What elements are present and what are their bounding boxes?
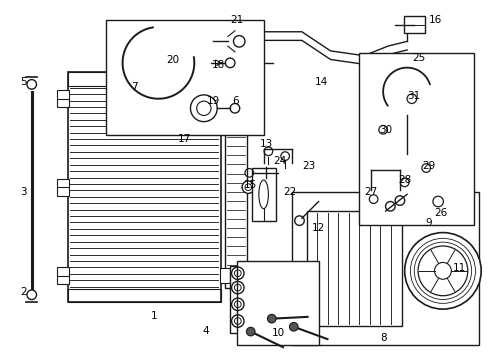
Text: 27: 27 — [364, 187, 377, 197]
Bar — [67, 72, 220, 302]
Text: 23: 23 — [302, 161, 315, 171]
Text: 6: 6 — [232, 96, 239, 106]
Text: 11: 11 — [452, 264, 466, 274]
Circle shape — [289, 323, 298, 331]
Bar — [67, 72, 220, 86]
Bar — [292, 192, 478, 345]
Text: 22: 22 — [283, 187, 296, 197]
Bar — [359, 53, 473, 225]
Text: 16: 16 — [428, 15, 442, 25]
Text: 26: 26 — [433, 208, 446, 219]
Text: 15: 15 — [243, 180, 256, 190]
Text: 10: 10 — [271, 328, 284, 338]
Text: 1: 1 — [150, 311, 157, 321]
Circle shape — [246, 327, 255, 336]
Text: 17: 17 — [178, 134, 191, 144]
Text: 8: 8 — [379, 333, 386, 343]
Text: 7: 7 — [131, 82, 138, 92]
Bar — [105, 20, 263, 135]
Bar — [237, 261, 318, 345]
Text: 24: 24 — [273, 156, 286, 166]
Text: 21: 21 — [230, 15, 244, 25]
Bar — [57, 90, 68, 107]
Bar — [57, 267, 68, 284]
Text: 18: 18 — [211, 60, 224, 70]
Text: 19: 19 — [206, 96, 220, 106]
Text: 5: 5 — [20, 77, 27, 87]
Bar — [67, 288, 220, 302]
Bar — [403, 16, 424, 33]
Text: 9: 9 — [425, 218, 431, 228]
Bar — [219, 269, 230, 283]
Text: 12: 12 — [311, 223, 325, 233]
Circle shape — [404, 233, 480, 309]
Bar — [230, 266, 245, 333]
Text: 2: 2 — [20, 287, 27, 297]
Circle shape — [267, 314, 276, 323]
Circle shape — [242, 181, 254, 193]
Text: 20: 20 — [166, 55, 179, 66]
Bar — [57, 179, 68, 196]
Circle shape — [190, 95, 217, 122]
Text: 28: 28 — [397, 175, 410, 185]
Text: 31: 31 — [407, 91, 420, 101]
Bar — [219, 91, 230, 106]
Bar — [251, 168, 275, 221]
Text: 13: 13 — [259, 139, 272, 149]
Text: 4: 4 — [203, 325, 209, 336]
Bar — [306, 211, 402, 326]
Text: 30: 30 — [378, 125, 391, 135]
Text: 29: 29 — [421, 161, 434, 171]
Text: 14: 14 — [314, 77, 327, 87]
Text: 3: 3 — [20, 187, 27, 197]
Text: 25: 25 — [411, 53, 425, 63]
Bar — [225, 87, 246, 288]
